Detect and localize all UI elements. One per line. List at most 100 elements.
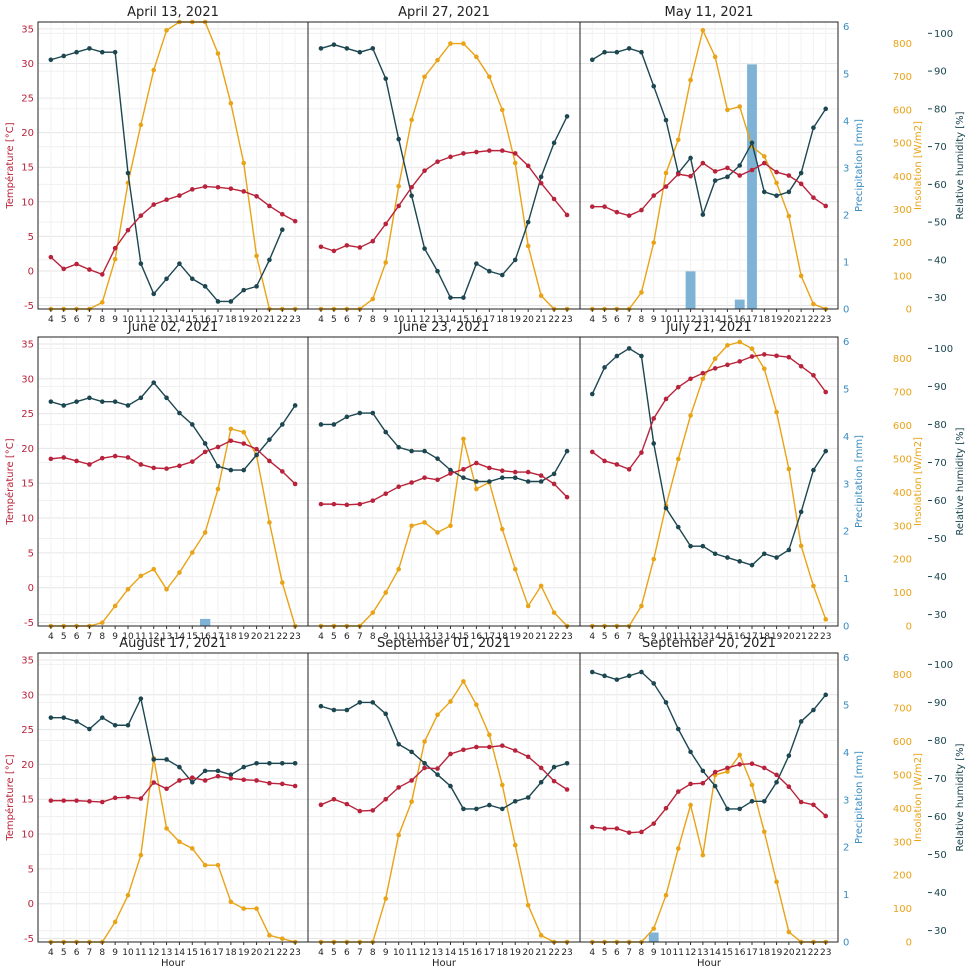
insolation-point xyxy=(461,679,466,684)
temperature-line xyxy=(50,440,296,485)
temperature-point xyxy=(344,243,350,248)
humidity-point xyxy=(602,365,607,370)
x-tick-label: 21 xyxy=(535,632,546,642)
humidity-point xyxy=(228,467,234,473)
precipitation-tick-label: 0 xyxy=(843,622,849,633)
x-tick-label: 7 xyxy=(87,632,93,642)
temperature-point xyxy=(700,370,706,376)
insolation-point xyxy=(125,892,131,898)
humidity-point xyxy=(370,46,376,51)
temperature-point xyxy=(189,459,195,464)
humidity-point xyxy=(202,284,208,289)
humidity-point xyxy=(688,543,693,549)
temperature-point xyxy=(448,471,453,476)
humidity-point xyxy=(254,760,259,766)
temperature-point xyxy=(786,784,792,790)
x-tick-label: 14 xyxy=(709,948,721,958)
temperature-point xyxy=(112,453,118,459)
temperature-point xyxy=(811,195,816,200)
insolation-point xyxy=(749,346,755,351)
x-tick-label: 19 xyxy=(510,315,522,325)
humidity-point xyxy=(651,83,657,89)
humidity-point xyxy=(125,170,131,176)
x-tick-label: 22 xyxy=(548,632,559,642)
insolation-point xyxy=(241,906,247,911)
x-tick-label: 12 xyxy=(685,315,696,325)
x-tick-label: 4 xyxy=(318,948,324,958)
precipitation-tick-label: 6 xyxy=(843,22,849,33)
insolation-point xyxy=(663,892,669,898)
humidity-point xyxy=(811,125,816,131)
insolation-point xyxy=(811,301,816,307)
temperature-point xyxy=(761,160,767,166)
temperature-tick-label: 30 xyxy=(21,690,34,701)
x-tick-label: 11 xyxy=(135,632,146,642)
x-tick-label: 9 xyxy=(112,632,118,642)
humidity-point xyxy=(125,403,131,408)
humidity-tick-label: 100 xyxy=(934,29,953,40)
humidity-point xyxy=(749,562,755,568)
temperature-point xyxy=(564,494,570,500)
humidity-point xyxy=(602,673,607,679)
temperature-point xyxy=(254,778,259,783)
humidity-tick-label: 90 xyxy=(934,698,947,709)
insolation-axis: 0 100 200 300 400 500 600 700 800 Insolation [W/m… xyxy=(893,670,924,948)
humidity-tick-label: 70 xyxy=(934,774,947,785)
humidity-point xyxy=(409,448,414,454)
humidity-tick-label: 40 xyxy=(934,888,947,899)
precipitation-tick-label: 2 xyxy=(843,843,849,854)
x-axis-label: Hour xyxy=(161,958,186,967)
insolation-point xyxy=(138,852,144,858)
humidity-point xyxy=(279,760,285,766)
x-tick-label: 13 xyxy=(161,632,172,642)
insolation-point xyxy=(112,256,118,262)
humidity-point xyxy=(798,509,804,515)
humidity-point xyxy=(448,295,453,300)
insolation-point xyxy=(164,27,169,33)
humidity-point xyxy=(688,749,693,755)
subplot-8: September 01, 2021 4 5 6 7 8 9 10 11 12 13 14 15 16 17… xyxy=(307,636,581,967)
temperature-point xyxy=(626,830,632,835)
x-tick-label: 17 xyxy=(484,632,495,642)
temperature-point xyxy=(292,481,298,487)
x-tick-label: 21 xyxy=(264,632,275,642)
temperature-line xyxy=(320,149,568,252)
x-tick-label: 4 xyxy=(318,315,324,325)
temperature-point xyxy=(279,469,285,474)
humidity-point xyxy=(370,700,376,705)
insolation-point xyxy=(761,154,767,159)
humidity-point xyxy=(564,760,570,766)
humidity-point xyxy=(737,163,743,168)
humidity-tick-label: 30 xyxy=(934,926,947,937)
temperature-point xyxy=(138,462,144,467)
humidity-point xyxy=(177,410,182,416)
insolation-point xyxy=(383,590,389,595)
temperature-point xyxy=(177,778,182,783)
temperature-point xyxy=(241,777,247,783)
temperature-tick-label: 20 xyxy=(21,128,34,139)
humidity-point xyxy=(614,49,620,55)
humidity-tick-label: 100 xyxy=(934,344,953,355)
temperature-point xyxy=(461,151,466,156)
humidity-point xyxy=(292,403,298,408)
humidity-point xyxy=(189,779,195,785)
precipitation-tick-label: 5 xyxy=(843,69,849,80)
insolation-point xyxy=(499,107,505,113)
precipitation-tick-label: 1 xyxy=(843,257,849,268)
humidity-point xyxy=(761,799,767,804)
humidity-point xyxy=(74,49,79,55)
humidity-point xyxy=(712,178,718,183)
humidity-point xyxy=(626,346,632,351)
temperature-point xyxy=(538,473,544,478)
humidity-tick-label: 60 xyxy=(934,180,947,191)
temperature-point xyxy=(712,769,718,775)
humidity-point xyxy=(151,291,157,297)
humidity-point xyxy=(318,422,324,427)
x-tick-label: 7 xyxy=(357,632,363,642)
insolation-tick-label: 300 xyxy=(893,837,912,848)
humidity-series xyxy=(318,410,570,484)
insolation-point xyxy=(651,240,657,245)
humidity-point xyxy=(74,719,79,724)
temperature-point xyxy=(749,167,755,173)
